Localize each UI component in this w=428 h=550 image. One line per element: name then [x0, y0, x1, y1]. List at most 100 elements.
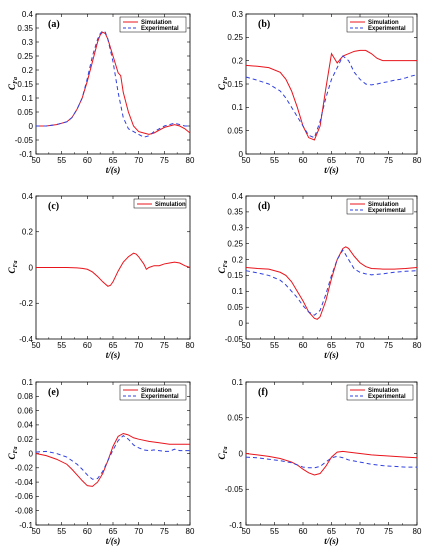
legend-experimental-label: Experimental	[141, 394, 179, 400]
experimental-line	[245, 249, 418, 316]
panel-label: (c)	[48, 201, 59, 212]
simulation-line	[35, 432, 190, 487]
legend-box	[346, 16, 414, 33]
legend-simulation-label: Simulation	[141, 388, 172, 394]
y-tick-label: 0.35	[17, 24, 33, 33]
y-tick-label: -0.4	[19, 335, 33, 344]
y-tick-label: 0	[239, 150, 244, 159]
y-tick-label: -0.05	[15, 136, 34, 145]
x-axis-label: t/(s)	[324, 350, 339, 360]
y-tick-label: -0.1	[229, 521, 243, 530]
y-tick-label: 0.1	[22, 378, 34, 387]
x-axis-label: t/(s)	[106, 350, 121, 360]
y-tick-label: 0.25	[17, 52, 33, 61]
y-tick-label: 0.04	[17, 421, 33, 430]
plot-frame	[35, 381, 191, 526]
y-tick-label: 0.05	[227, 303, 243, 312]
x-tick-label: 75	[384, 527, 393, 536]
y-tick-label: 0.3	[232, 224, 244, 233]
y-tick-label: 0.2	[232, 255, 244, 264]
y-tick-label: 0.1	[232, 287, 244, 296]
legend-box	[119, 16, 187, 33]
y-tick-label: 0.25	[227, 239, 243, 248]
y-tick-label: 0.05	[17, 108, 33, 117]
legend-simulation-label: Simulation	[155, 202, 186, 208]
x-tick-label: 55	[270, 527, 279, 536]
y-tick-label: 0.3	[232, 10, 244, 19]
simulation-line	[245, 246, 418, 320]
simulation-line	[245, 450, 418, 476]
legend-experimental-label: Experimental	[368, 208, 406, 214]
panel-label: (e)	[48, 387, 59, 398]
x-tick-label: 80	[413, 156, 422, 165]
y-tick-label: -0.05	[225, 485, 244, 494]
legend-simulation-label: Simulation	[368, 20, 399, 26]
x-tick-label: 70	[356, 156, 365, 165]
experimental-line	[36, 30, 190, 138]
x-axis-label: t/(s)	[324, 536, 339, 546]
simulation-line	[36, 252, 191, 287]
panel-label: (d)	[258, 201, 270, 212]
x-tick-label: 80	[413, 341, 422, 350]
y-tick-label: 0.05	[227, 126, 243, 135]
x-tick-label: 55	[57, 527, 66, 536]
x-tick-label: 75	[160, 341, 169, 350]
y-tick-label: 0.4	[22, 10, 34, 19]
x-tick-label: 70	[356, 527, 365, 536]
x-tick-label: 60	[299, 156, 308, 165]
y-axis-label-subscript: Fa	[223, 446, 229, 453]
x-tick-label: 70	[134, 156, 143, 165]
legend-box	[119, 384, 187, 401]
plot-frame	[245, 381, 418, 526]
x-tick-label: 50	[32, 341, 41, 350]
x-axis-label: t/(s)	[324, 165, 339, 175]
legend-simulation-label: Simulation	[368, 388, 399, 394]
legend: Simulation	[133, 198, 187, 209]
x-tick-label: 80	[186, 156, 195, 165]
x-tick-label: 55	[270, 156, 279, 165]
x-tick-label: 60	[83, 156, 92, 165]
legend-simulation-label: Simulation	[141, 20, 172, 26]
y-tick-label: 0	[29, 122, 34, 131]
chart-panel-e: 50 55 60 65 70 75 80 -0.1 -0.08 -0.06 -0.04 -0.02 0 0…	[7, 378, 195, 546]
x-tick-label: 60	[299, 527, 308, 536]
panel-label: (f)	[258, 387, 268, 398]
x-tick-label: 50	[242, 527, 251, 536]
y-tick-label: -0.02	[15, 464, 34, 473]
chart-panel-b: 50 55 60 65 70 75 8000.050.10.150.20.250.3(b)C…	[217, 10, 422, 175]
chart-panel-c: 50 55 60 65 70 75 80 -0.4 -0.2 0 0.2 0.4 (c) CFa t/(s)…	[7, 192, 195, 360]
y-tick-label: 0	[239, 319, 244, 328]
x-tick-label: 65	[109, 527, 118, 536]
y-tick-label: 0	[29, 449, 34, 458]
y-axis-label: CFa	[7, 260, 19, 273]
y-tick-label: 0.35	[227, 208, 243, 217]
x-tick-label: 60	[83, 527, 92, 536]
y-tick-label: 0.2	[22, 66, 34, 75]
y-tick-label: -0.2	[19, 299, 33, 308]
y-tick-label: 0.1	[22, 94, 34, 103]
y-tick-label: -0.1	[19, 521, 33, 530]
x-tick-label: 80	[413, 527, 422, 536]
x-tick-label: 70	[134, 341, 143, 350]
legend-box	[346, 198, 414, 215]
x-tick-label: 80	[186, 527, 195, 536]
chart-panel-a: 50 55 60 65 70 75 80 -0.1 -0.05 0 0.05 0.1 0.15 0.2 0.…	[7, 10, 195, 175]
x-tick-label: 65	[327, 156, 336, 165]
x-tick-label: 50	[242, 341, 251, 350]
y-axis-label-subscript: Fa	[13, 260, 19, 267]
y-tick-label: 0.15	[227, 80, 243, 89]
y-axis-label-subscript: Fa	[13, 77, 19, 84]
legend-box	[133, 198, 187, 209]
plot-frame	[245, 13, 418, 155]
legend-simulation-label: Simulation	[368, 202, 399, 208]
chart-panel-f: 50 55 60 65 70 75 80 -0.1 -0.05 0 0.05 0.1 (f) CFa t/(…	[217, 378, 422, 546]
x-tick-label: 55	[270, 341, 279, 350]
x-tick-label: 50	[32, 156, 41, 165]
y-tick-label: -0.05	[225, 335, 244, 344]
x-axis-label: t/(s)	[106, 165, 121, 175]
x-tick-label: 75	[384, 341, 393, 350]
x-tick-label: 50	[32, 527, 41, 536]
